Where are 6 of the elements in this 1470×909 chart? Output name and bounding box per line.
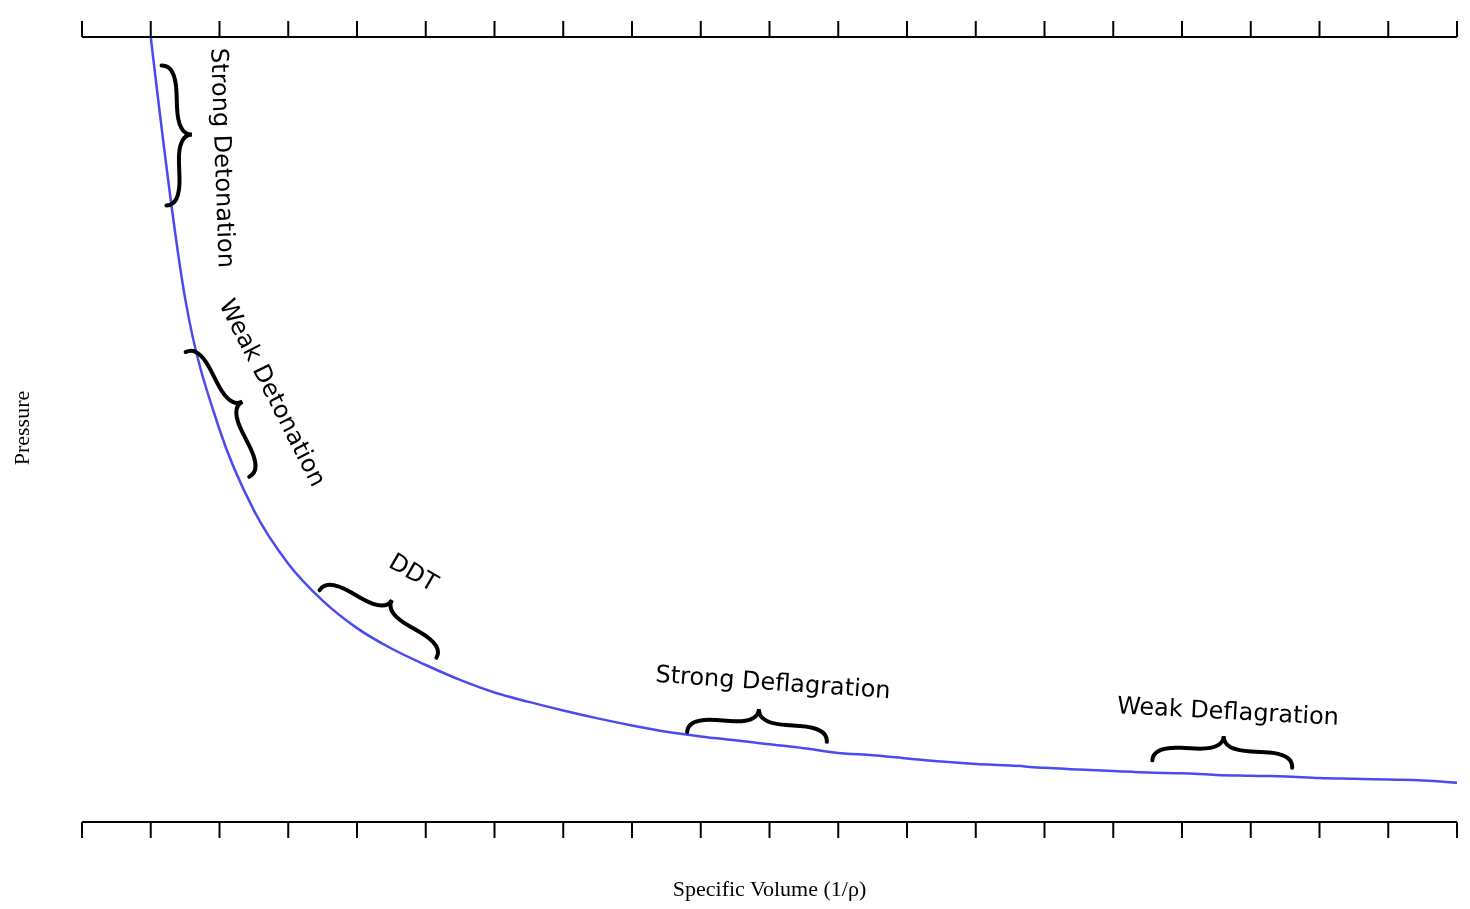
y-axis-title: Pressure <box>9 390 35 466</box>
annotation: Strong Detonation <box>205 47 241 269</box>
annotation: Weak Deflagration <box>1116 691 1340 731</box>
annotation: Strong Deflagration <box>654 659 892 705</box>
annotation: DDT <box>384 547 444 598</box>
x-axis-title: Specific Volume (1/ρ) <box>671 876 868 902</box>
